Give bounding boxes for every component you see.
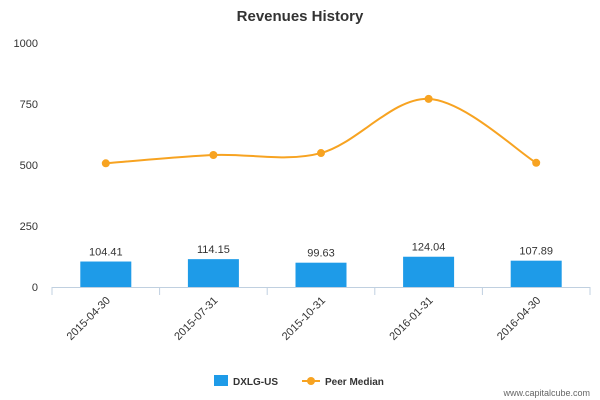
bar[interactable] [80, 261, 132, 287]
legend-label-peer-median[interactable]: Peer Median [325, 377, 384, 388]
bar-data-label: 99.63 [307, 248, 335, 260]
peer-median-point[interactable] [317, 149, 325, 158]
legend-swatch-peer-median-marker [307, 377, 315, 385]
x-tick-label: 2016-01-31 [387, 295, 435, 343]
legend: DXLG-US Peer Median [214, 375, 384, 388]
y-tick-label: 0 [32, 282, 38, 294]
x-tick-label: 2016-04-30 [495, 295, 543, 343]
bar[interactable] [403, 256, 455, 287]
y-tick-label: 500 [20, 160, 38, 172]
bar-data-label: 114.15 [197, 244, 230, 256]
y-tick-label: 250 [20, 221, 38, 233]
bar-series-dxlg [80, 256, 562, 287]
x-tick-label: 2015-07-31 [172, 295, 220, 343]
peer-median-point[interactable] [101, 159, 110, 168]
x-tick-label: 2015-04-30 [65, 295, 113, 343]
x-tick-label: 2015-10-31 [280, 295, 328, 343]
chart-title: Revenues History [237, 8, 364, 25]
bar[interactable] [187, 259, 239, 287]
bar-data-labels: 104.41 114.15 99.63 124.04 107.89 [89, 242, 553, 260]
y-tick-label: 750 [20, 99, 38, 111]
y-tick-label: 1000 [14, 38, 38, 50]
bar-data-label: 104.41 [89, 247, 123, 259]
x-axis: 2015-04-30 2015-07-31 2015-10-31 2016-01-31… [51, 287, 591, 343]
bar-data-label: 107.89 [519, 246, 553, 258]
peer-median-point[interactable] [209, 150, 218, 159]
line-series-peer-median [101, 94, 541, 168]
bar-data-label: 124.04 [412, 242, 446, 254]
legend-label-dxlg[interactable]: DXLG-US [233, 377, 278, 388]
bar[interactable] [510, 260, 562, 287]
peer-median-point[interactable] [532, 158, 541, 167]
credit-text: www.capitalcube.com [502, 388, 590, 398]
bar[interactable] [295, 262, 347, 287]
legend-swatch-dxlg [214, 375, 228, 386]
peer-median-point[interactable] [424, 94, 433, 103]
y-axis: 0 250 500 750 1000 [14, 38, 38, 294]
